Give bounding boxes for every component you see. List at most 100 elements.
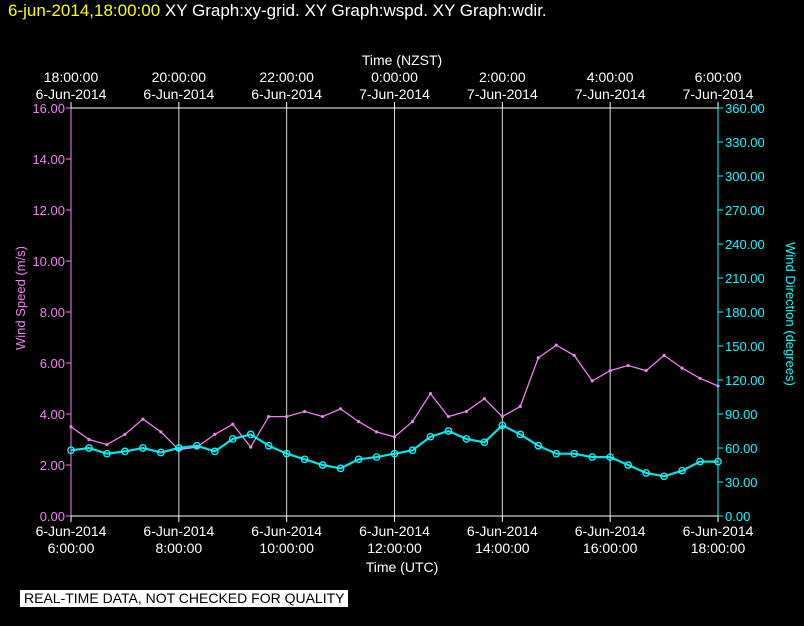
wind-speed-point — [105, 443, 109, 447]
y-right-tick-label: 360.00 — [725, 101, 765, 116]
wind-speed-point — [446, 414, 451, 419]
y-left-tick-label: 16.00 — [32, 101, 65, 116]
wind-speed-point — [554, 343, 558, 347]
y-right-tick-label: 0.00 — [725, 509, 750, 524]
wind-speed-point — [464, 409, 468, 414]
y-right-tick-label: 120.00 — [725, 373, 765, 388]
wind-speed-point — [231, 422, 235, 426]
header-graph-titles: XY Graph:xy-grid. XY Graph:wspd. XY Grap… — [164, 1, 547, 20]
wind-direction-point — [696, 457, 704, 466]
wind-speed-point — [428, 392, 433, 396]
wind-speed-point — [338, 407, 343, 411]
y-left-tick-label: 2.00 — [40, 458, 65, 473]
wind-direction-point — [336, 464, 345, 473]
y-right-tick-label: 330.00 — [725, 135, 765, 150]
axes-layer: 6-Jun-20146:00:006-Jun-20148:00:006-Jun-… — [32, 69, 764, 556]
y-right-tick-label: 240.00 — [725, 237, 765, 252]
x-top-tick-date: 7-Jun-2014 — [467, 86, 538, 102]
x-bottom-tick-date: 6-Jun-2014 — [143, 523, 214, 539]
wind-direction-point — [228, 435, 237, 443]
wind-speed-point — [644, 369, 648, 373]
y-right-tick-label: 150.00 — [725, 339, 765, 354]
x-top-tick-date: 6-Jun-2014 — [36, 86, 107, 102]
wind-direction-point — [498, 421, 507, 430]
wind-direction-point — [210, 447, 219, 456]
y-left-axis-label: Wind Speed (m/s) — [13, 246, 28, 350]
wind-direction-point — [588, 453, 597, 461]
wind-speed-point — [392, 435, 397, 439]
wind-direction-point — [570, 449, 579, 458]
x-top-tick-date: 7-Jun-2014 — [575, 86, 646, 102]
x-bottom-tick-time: 8:00:00 — [155, 540, 202, 556]
y-left-tick-label: 10.00 — [32, 254, 65, 269]
x-top-tick-date: 6-Jun-2014 — [251, 86, 322, 102]
wind-speed-point — [249, 445, 253, 449]
wind-direction-point — [300, 455, 309, 464]
x-bottom-tick-time: 18:00:00 — [691, 540, 746, 556]
x-top-tick-time: 6:00:00 — [695, 69, 742, 85]
x-top-tick-time: 22:00:00 — [259, 69, 314, 85]
wind-direction-point — [534, 441, 543, 450]
wind-speed-point — [321, 414, 325, 419]
x-top-tick-date: 7-Jun-2014 — [683, 86, 754, 102]
x-bottom-tick-time: 6:00:00 — [48, 540, 95, 556]
x-bottom-tick-date: 6-Jun-2014 — [251, 523, 322, 539]
wind-speed-point — [482, 397, 486, 401]
quality-notice: REAL-TIME DATA, NOT CHECKED FOR QUALITY — [20, 590, 349, 607]
x-top-tick-time: 2:00:00 — [479, 69, 526, 85]
y-right-tick-label: 180.00 — [725, 305, 765, 320]
wind-direction-point — [318, 461, 327, 469]
y-left-tick-label: 12.00 — [32, 203, 65, 218]
x-bottom-tick-date: 6-Jun-2014 — [359, 523, 430, 539]
wind-speed-point — [590, 379, 594, 383]
wind-direction-point — [408, 446, 417, 455]
wind-speed-point — [572, 353, 576, 357]
wind-direction-point — [624, 461, 632, 469]
y-right-tick-label: 90.00 — [725, 407, 758, 422]
wind-direction-point — [462, 435, 471, 443]
y-right-tick-label: 60.00 — [725, 441, 758, 456]
wind-direction-point — [372, 453, 381, 461]
wind-direction-point — [678, 466, 686, 475]
wind-speed-point — [87, 437, 91, 442]
y-right-tick-label: 300.00 — [725, 169, 765, 184]
wind-direction-point — [552, 449, 561, 458]
x-top-tick-time: 18:00:00 — [44, 69, 99, 85]
wind-speed-point — [518, 404, 522, 408]
wind-direction-line — [70, 423, 718, 478]
y-right-tick-label: 210.00 — [725, 271, 765, 286]
x-top-tick-time: 4:00:00 — [587, 69, 634, 85]
wind-direction-point — [121, 447, 129, 456]
wind-direction-point — [660, 472, 668, 481]
x-top-tick-time: 0:00:00 — [371, 69, 418, 85]
wind-direction-point — [264, 441, 273, 450]
wind-speed-point — [662, 353, 666, 357]
wind-direction-point — [103, 449, 111, 458]
wind-direction-point — [444, 427, 453, 435]
wind-direction-point — [390, 449, 399, 458]
wind-speed-point — [141, 417, 145, 421]
x-top-tick-time: 20:00:00 — [152, 69, 207, 85]
x-top-tick-date: 7-Jun-2014 — [359, 86, 430, 102]
wind-direction-point — [192, 441, 201, 450]
wind-speed-point — [213, 432, 217, 436]
wind-direction-point — [246, 430, 255, 439]
wind-speed-point — [698, 376, 702, 380]
x-bottom-tick-date: 6-Jun-2014 — [683, 523, 754, 539]
x-bottom-tick-time: 14:00:00 — [475, 540, 530, 556]
wind-speed-point — [500, 414, 504, 419]
wind-speed-point — [626, 363, 630, 368]
wind-speed-point — [123, 432, 127, 436]
y-left-tick-label: 4.00 — [40, 407, 65, 422]
wind-direction-point — [354, 455, 363, 464]
wind-speed-point — [680, 366, 684, 370]
y-right-tick-label: 270.00 — [725, 203, 765, 218]
wind-direction-point — [426, 432, 435, 441]
y-left-tick-label: 0.00 — [40, 509, 65, 524]
wind-direction-point — [139, 444, 147, 452]
wind-speed-point — [356, 420, 361, 424]
y-right-tick-label: 30.00 — [725, 475, 758, 490]
x-top-tick-date: 6-Jun-2014 — [143, 86, 214, 102]
wind-speed-point — [608, 369, 612, 373]
